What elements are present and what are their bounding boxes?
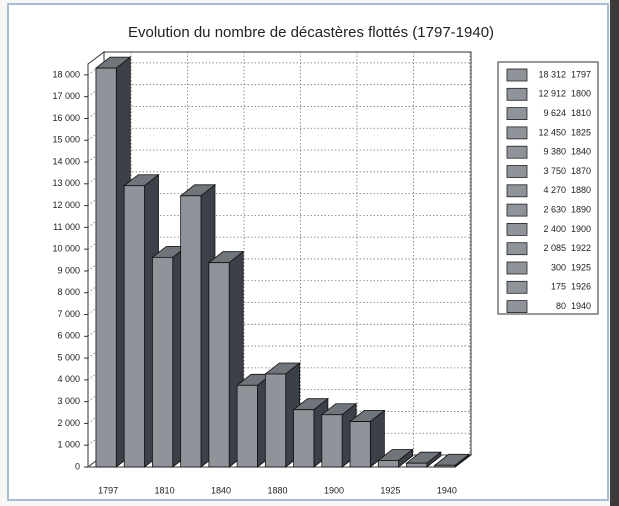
bar xyxy=(293,409,315,468)
y-tick-label: 8 000 xyxy=(57,287,80,297)
legend-year: 1926 xyxy=(571,282,591,292)
y-tick-label: 10 000 xyxy=(52,244,80,254)
y-tick-label: 5 000 xyxy=(57,352,80,362)
bar xyxy=(95,67,117,468)
chart-title: Evolution du nombre de décastères flotté… xyxy=(128,24,494,41)
legend-year: 1800 xyxy=(571,89,591,99)
y-tick-label: 3 000 xyxy=(57,396,80,406)
legend-value: 300 xyxy=(551,262,566,272)
x-tick-label: 1925 xyxy=(380,485,400,495)
legend-swatch xyxy=(506,261,528,275)
legend-year: 1825 xyxy=(571,127,591,137)
y-tick-label: 17 000 xyxy=(52,91,80,101)
legend-swatch xyxy=(506,126,528,140)
legend-swatch xyxy=(506,280,528,294)
legend-value: 4 270 xyxy=(543,185,566,195)
scan-edge xyxy=(610,0,619,506)
y-tick-label: 12 000 xyxy=(52,200,80,210)
legend-swatch xyxy=(506,165,528,178)
legend-year: 1900 xyxy=(571,224,591,234)
bar xyxy=(236,384,258,468)
x-tick-label: 1810 xyxy=(155,485,175,495)
legend-year: 1880 xyxy=(571,185,591,195)
legend-year: 1870 xyxy=(571,166,591,176)
y-tick-label: 1 000 xyxy=(57,440,80,450)
legend-swatch xyxy=(506,300,528,314)
x-tick-label: 1940 xyxy=(437,485,457,495)
legend-year: 1940 xyxy=(571,301,591,311)
legend-year: 1922 xyxy=(571,243,591,253)
x-tick-label: 1900 xyxy=(324,485,344,495)
bar xyxy=(377,460,399,468)
bar xyxy=(152,256,174,468)
legend-year: 1925 xyxy=(571,262,591,272)
legend-swatch xyxy=(506,87,528,101)
x-tick-label: 1840 xyxy=(211,485,231,495)
bar xyxy=(180,195,202,468)
bar xyxy=(321,414,343,468)
y-tick-label: 15 000 xyxy=(52,135,80,145)
y-tick-label: 13 000 xyxy=(52,178,80,188)
legend-swatch xyxy=(506,184,528,198)
legend-year: 1810 xyxy=(571,108,591,118)
legend-value: 12 450 xyxy=(538,127,566,137)
y-tick-label: 0 xyxy=(75,461,80,471)
bar xyxy=(123,185,145,468)
y-tick-label: 14 000 xyxy=(52,156,80,166)
legend-swatch xyxy=(506,107,528,120)
x-tick-label: 1880 xyxy=(267,485,287,495)
legend-value: 3 750 xyxy=(543,166,566,176)
legend-value: 2 400 xyxy=(543,224,566,234)
y-tick-label: 16 000 xyxy=(52,113,80,123)
legend-year: 1797 xyxy=(571,69,591,79)
x-tick-label: 1797 xyxy=(98,485,118,495)
legend-value: 18 312 xyxy=(538,69,566,79)
legend-value: 2 085 xyxy=(543,243,566,253)
legend-value: 9 624 xyxy=(543,108,566,118)
legend-swatch xyxy=(506,222,528,236)
legend-year: 1840 xyxy=(571,147,591,157)
y-tick-label: 11 000 xyxy=(53,222,80,232)
legend-value: 12 912 xyxy=(538,89,566,99)
legend-swatch xyxy=(506,145,528,159)
legend-swatch xyxy=(506,203,528,217)
legend-value: 80 xyxy=(556,301,566,311)
legend-swatch xyxy=(506,242,528,256)
legend-value: 2 630 xyxy=(543,204,566,214)
bar xyxy=(264,373,287,468)
bar xyxy=(406,462,428,468)
legend-swatch xyxy=(506,68,528,82)
y-tick-label: 6 000 xyxy=(57,331,80,341)
y-tick-label: 2 000 xyxy=(57,418,80,428)
legend-value: 9 380 xyxy=(543,147,566,157)
y-tick-label: 18 000 xyxy=(52,69,80,79)
bar xyxy=(434,464,456,468)
legend-year: 1890 xyxy=(571,204,591,214)
bar xyxy=(208,262,230,468)
bar xyxy=(349,421,371,468)
y-tick-label: 7 000 xyxy=(57,309,80,319)
y-tick-label: 4 000 xyxy=(57,374,80,384)
y-tick-label: 9 000 xyxy=(57,265,80,275)
legend-value: 175 xyxy=(551,282,566,292)
